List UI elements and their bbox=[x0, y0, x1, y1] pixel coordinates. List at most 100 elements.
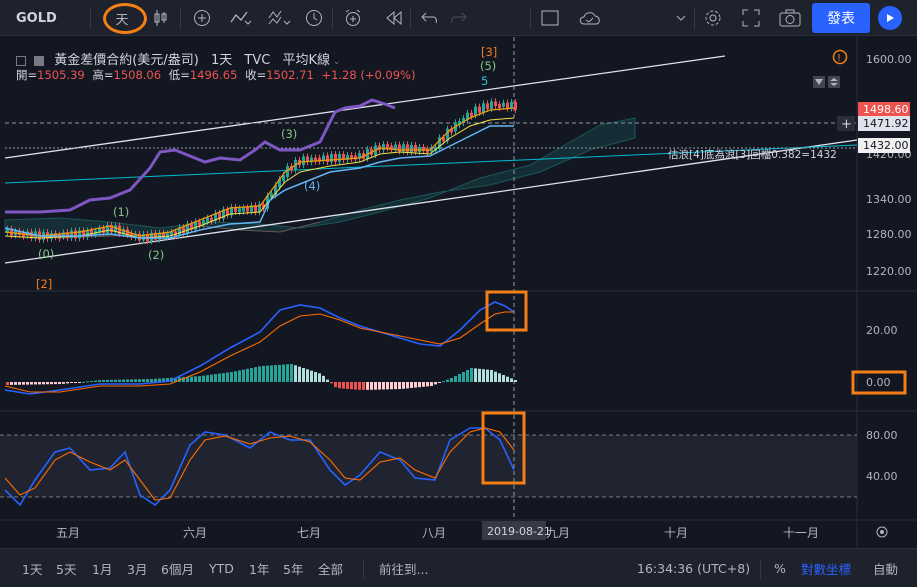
wave-label[interactable]: (4) bbox=[304, 179, 320, 193]
candle-body bbox=[242, 207, 245, 212]
camera-icon[interactable] bbox=[776, 0, 804, 36]
fullscreen-icon[interactable] bbox=[738, 0, 764, 36]
chart-legend[interactable]: 黃金差價合約(美元/盎司) 1天 TVC 平均K線 ⌄ bbox=[16, 49, 340, 68]
clock-timezone[interactable]: 16:34:36 (UTC+8) bbox=[637, 561, 751, 576]
chevron-down-icon[interactable]: ⌄ bbox=[329, 57, 341, 67]
candle-body bbox=[486, 103, 489, 109]
macd-bar bbox=[174, 377, 177, 382]
macd-bar bbox=[374, 382, 377, 390]
undo-icon[interactable] bbox=[418, 0, 442, 36]
candle-body bbox=[114, 225, 117, 232]
macd-bar bbox=[450, 378, 453, 382]
candle-body bbox=[70, 230, 73, 239]
time-tick: 七月 bbox=[297, 526, 321, 540]
wave-label[interactable]: (3) bbox=[281, 127, 297, 141]
candle-body bbox=[122, 229, 125, 235]
range-1d[interactable]: 1天 bbox=[22, 562, 43, 577]
range-all[interactable]: 全部 bbox=[318, 562, 344, 577]
alarm-icon[interactable] bbox=[340, 0, 366, 36]
time-tick: 九月 bbox=[546, 526, 570, 540]
redo-icon[interactable] bbox=[446, 0, 470, 36]
chart-settings-icon[interactable] bbox=[876, 526, 888, 538]
candle-body bbox=[238, 208, 241, 213]
symbol-search[interactable]: GOLD bbox=[6, 0, 86, 36]
layout-icon[interactable] bbox=[538, 0, 562, 36]
candle-body bbox=[346, 155, 349, 160]
log-scale-button[interactable]: 對數坐標 bbox=[801, 562, 852, 577]
price-axis[interactable]: 1600.00 1340.00 1280.00 1220.00 1420.00 … bbox=[837, 53, 912, 278]
divider bbox=[363, 559, 364, 579]
macd-bar bbox=[46, 382, 49, 385]
macd-bar bbox=[426, 382, 429, 387]
trend-line[interactable] bbox=[4, 144, 858, 184]
range-ytd[interactable]: YTD bbox=[209, 561, 234, 576]
macd-bar bbox=[366, 382, 369, 390]
macd-bar bbox=[330, 382, 333, 384]
publish-button[interactable]: 發表 bbox=[812, 3, 870, 33]
indicators-icon[interactable] bbox=[228, 0, 256, 36]
percent-scale-button[interactable]: % bbox=[774, 561, 786, 576]
range-5y[interactable]: 5年 bbox=[283, 562, 304, 577]
candle-body bbox=[230, 206, 233, 216]
symbol-label: GOLD bbox=[16, 10, 57, 26]
fib-annotation[interactable]: 估浪[4]底為浪[3]回檔0.382=1432 bbox=[668, 148, 837, 161]
chart-style-icon[interactable] bbox=[150, 0, 172, 36]
macd-bar bbox=[254, 367, 257, 382]
play-icon[interactable] bbox=[878, 6, 902, 30]
add-line-button[interactable] bbox=[837, 116, 855, 131]
candle-body bbox=[106, 225, 109, 233]
collapse-up-icon[interactable] bbox=[828, 76, 840, 88]
range-5d[interactable]: 5天 bbox=[56, 562, 77, 577]
auto-scale-button[interactable]: 自動 bbox=[873, 562, 899, 577]
warning-icon[interactable] bbox=[832, 49, 848, 65]
macd-bar bbox=[102, 379, 105, 382]
wave-label[interactable]: (0) bbox=[38, 247, 54, 261]
range-3m[interactable]: 3月 bbox=[127, 562, 148, 577]
macd-bar bbox=[78, 382, 81, 383]
macd-bar bbox=[14, 382, 17, 385]
signal-line bbox=[4, 311, 514, 393]
macd-bar bbox=[74, 382, 77, 383]
chart-canvas[interactable]: (0) (1) (2) (3) (4) [3] (5) 5 [2] 估浪[4]底… bbox=[0, 37, 917, 547]
macd-bar bbox=[118, 379, 121, 382]
candle-body bbox=[394, 144, 397, 149]
wave-label[interactable]: (5) bbox=[480, 59, 496, 73]
wave-label[interactable]: [3] bbox=[481, 45, 497, 59]
wave-label[interactable]: (1) bbox=[113, 205, 129, 219]
candle-body bbox=[162, 232, 165, 237]
legend-collapse-icon[interactable] bbox=[16, 55, 26, 66]
macd-bar bbox=[18, 382, 21, 385]
macd-bar bbox=[26, 382, 29, 385]
macd-bar bbox=[238, 370, 241, 382]
source-icon bbox=[34, 55, 45, 66]
range-1y[interactable]: 1年 bbox=[249, 562, 270, 577]
wave-label[interactable]: (2) bbox=[148, 248, 164, 262]
candle-body bbox=[342, 153, 345, 160]
clock-icon[interactable] bbox=[302, 0, 326, 36]
wave-label[interactable]: [2] bbox=[36, 277, 52, 291]
macd-bar bbox=[126, 379, 129, 382]
channel-upper-line[interactable] bbox=[4, 55, 726, 159]
add-indicator-icon[interactable] bbox=[190, 0, 214, 36]
candle-body bbox=[214, 212, 217, 221]
candle-body bbox=[482, 103, 485, 113]
chevron-down-icon[interactable] bbox=[674, 0, 688, 36]
macd-bar bbox=[514, 380, 517, 382]
cloud-save-icon[interactable] bbox=[576, 0, 604, 36]
wave-label[interactable]: 5 bbox=[481, 74, 488, 88]
chevron-down-icon bbox=[830, 83, 838, 86]
time-axis[interactable]: 五月 六月 七月 八月 九月 十月 十一月 2019-08-21 bbox=[56, 521, 819, 540]
range-6m[interactable]: 6個月 bbox=[161, 562, 194, 577]
range-1m[interactable]: 1月 bbox=[92, 562, 113, 577]
goto-date-button[interactable]: 前往到... bbox=[379, 562, 429, 577]
legend-chart-type[interactable]: 平均K線 bbox=[282, 53, 330, 68]
replay-icon[interactable] bbox=[382, 0, 406, 36]
candle-body bbox=[198, 221, 201, 226]
macd-bar bbox=[150, 379, 153, 382]
macd-bar bbox=[34, 382, 37, 385]
gear-icon[interactable] bbox=[700, 0, 726, 36]
stoch-tick: 40.00 bbox=[866, 470, 898, 483]
macd-bar bbox=[370, 382, 373, 390]
ma-mid-line bbox=[4, 117, 515, 239]
compare-icon[interactable] bbox=[266, 0, 294, 36]
